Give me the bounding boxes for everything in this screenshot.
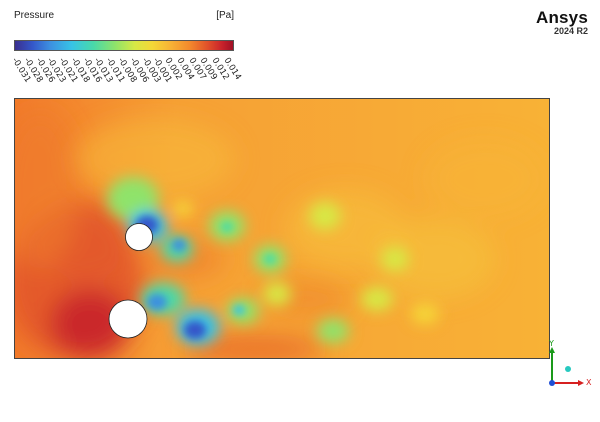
cylinder-small[interactable] — [125, 223, 153, 251]
x-axis-label: X — [586, 378, 592, 387]
brand-name: Ansys — [535, 8, 588, 27]
ansys-logo: Ansys 2024 R2 — [536, 8, 588, 36]
axis-triad[interactable]: Y X — [540, 339, 592, 395]
brand-version: 2024 R2 — [553, 26, 588, 36]
y-axis-label: Y — [549, 339, 554, 348]
x-axis-arrow — [578, 380, 584, 386]
pressure-contour-plot[interactable] — [15, 99, 550, 359]
pressure-legend: Pressure [Pa] -0.031 -0.028 -0.026 -0.023 -0… — [10, 10, 248, 90]
y-axis-arrow — [549, 347, 555, 353]
mild-regions — [75, 119, 545, 299]
cylinder-large[interactable] — [108, 299, 148, 339]
legend-title: Pressure — [14, 10, 55, 21]
pressure-contour-viewport[interactable] — [14, 98, 550, 359]
pressure-colorbar — [14, 40, 234, 51]
legend-units: [Pa] — [216, 10, 234, 21]
z-axis-dot — [549, 380, 555, 386]
view-center-dot — [565, 366, 571, 372]
axis-triad-graphic — [549, 347, 584, 386]
